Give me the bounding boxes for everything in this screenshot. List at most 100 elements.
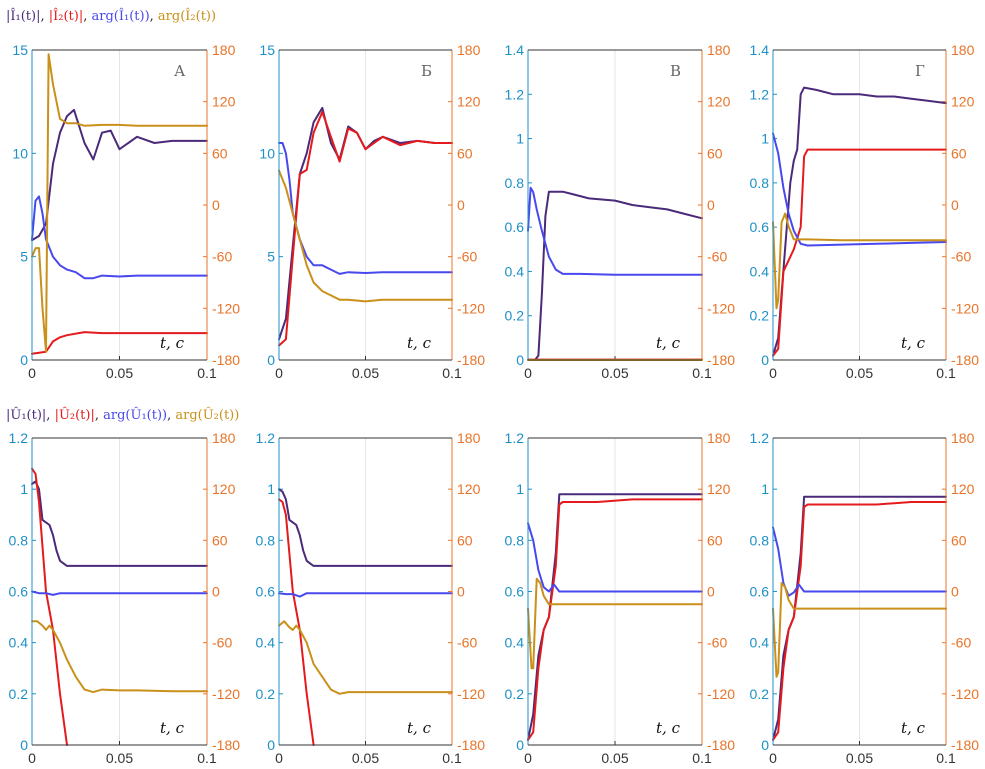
x-tick-label: 0.1 [692, 750, 712, 766]
series-line-0 [31, 480, 208, 567]
title-part: , [95, 408, 103, 423]
x-tick-label: 0.05 [846, 750, 873, 766]
left-tick-label: 0.2 [505, 308, 525, 324]
series-line-3 [31, 53, 208, 353]
title-part: arg(Û₁(t)) [103, 406, 167, 423]
left-tick-label: 0 [761, 352, 769, 368]
right-tick-label: 120 [212, 481, 236, 497]
right-tick-label: 60 [457, 145, 473, 161]
right-tick-label: 0 [707, 197, 715, 213]
right-tick-label: 60 [212, 532, 228, 548]
left-tick-label: 0.8 [505, 175, 525, 191]
chart-panel-2: 0 0.2 0.4 0.6 0.8 1 1.2 1.4 -180 -120 -60 0 60 120 180… [505, 42, 736, 381]
left-tick-label: 1 [20, 481, 28, 497]
x-tick-label: 0.05 [106, 750, 133, 766]
row-title-currents: |Î₁(t)|, |Î₂(t)|, arg(Î₁(t)), arg(Î₂(t)) [6, 8, 216, 24]
left-tick-label: 1.2 [505, 430, 525, 446]
left-tick-label: 0.8 [505, 532, 525, 548]
right-tick-label: 0 [951, 584, 959, 600]
title-part: , [46, 408, 54, 423]
x-tick-label: 0 [524, 365, 532, 381]
left-tick-label: 0.6 [505, 219, 525, 235]
left-tick-label: 0 [761, 737, 769, 753]
x-tick-label: 0.05 [352, 365, 379, 381]
left-tick-label: 15 [12, 42, 28, 58]
left-tick-label: 1.2 [750, 430, 770, 446]
time-axis-label: t, c [407, 719, 432, 737]
right-tick-label: -60 [951, 249, 971, 265]
series-line-2 [527, 522, 703, 593]
x-tick-label: 0 [769, 365, 777, 381]
right-tick-label: -120 [457, 300, 485, 316]
series-line-2 [527, 186, 703, 276]
series-line-3 [527, 577, 703, 670]
right-tick-label: 0 [212, 584, 220, 600]
series-line-3 [772, 212, 947, 310]
series-line-0 [527, 190, 703, 361]
title-part: , [83, 9, 91, 24]
x-tick-label: 0.05 [601, 365, 628, 381]
left-tick-label: 0.4 [505, 635, 525, 651]
series-line-0 [772, 86, 947, 357]
left-tick-label: 1.2 [256, 430, 276, 446]
left-tick-label: 0 [20, 352, 28, 368]
x-tick-label: 0.05 [106, 365, 133, 381]
left-tick-label: 0.4 [505, 263, 525, 279]
right-tick-label: -60 [212, 635, 232, 651]
title-part: |Î₂(t)| [49, 8, 83, 24]
left-tick-label: 0.4 [256, 635, 276, 651]
right-tick-label: 180 [457, 430, 481, 446]
left-tick-label: 0 [267, 737, 275, 753]
left-tick-label: 1.2 [9, 430, 29, 446]
x-tick-label: 0.05 [601, 750, 628, 766]
left-tick-label: 0.8 [750, 532, 770, 548]
series-line-2 [31, 590, 208, 596]
left-tick-label: 0.6 [750, 219, 770, 235]
right-tick-label: -180 [707, 737, 735, 753]
left-tick-label: 0.2 [750, 686, 770, 702]
chart-panel-6: 0 0.2 0.4 0.6 0.8 1 1.2 -180 -120 -60 0 60 120 180 0 0.… [505, 430, 736, 766]
right-tick-label: 0 [457, 197, 465, 213]
x-tick-label: 0.1 [936, 750, 956, 766]
left-tick-label: 1.4 [505, 42, 525, 58]
left-tick-label: 5 [20, 249, 28, 265]
left-tick-label: 0.8 [9, 532, 29, 548]
x-tick-label: 0.1 [692, 365, 712, 381]
right-tick-label: -120 [951, 300, 979, 316]
left-tick-label: 10 [12, 145, 28, 161]
left-tick-label: 0.6 [750, 584, 770, 600]
right-tick-label: 180 [707, 430, 731, 446]
right-tick-label: 60 [951, 532, 967, 548]
left-tick-label: 1 [516, 131, 524, 147]
left-tick-label: 0.8 [256, 532, 276, 548]
right-tick-label: 0 [707, 584, 715, 600]
right-tick-label: -180 [212, 737, 240, 753]
right-tick-label: -120 [707, 686, 735, 702]
chart-panel-5: 0 0.2 0.4 0.6 0.8 1 1.2 -180 -120 -60 0 60 120 180 0 0.… [256, 430, 486, 766]
x-tick-label: 0.1 [442, 750, 462, 766]
right-tick-label: 120 [212, 94, 236, 110]
title-part: , [167, 408, 175, 423]
right-tick-label: 180 [951, 430, 975, 446]
series-line-2 [278, 592, 453, 598]
x-tick-label: 0.05 [352, 750, 379, 766]
series-line-1 [527, 498, 703, 741]
right-tick-label: -180 [951, 352, 979, 368]
series-line-2 [772, 526, 947, 597]
time-axis-label: t, c [656, 334, 681, 352]
right-tick-label: -180 [707, 352, 735, 368]
right-tick-label: -120 [707, 300, 735, 316]
left-tick-label: 0.4 [750, 635, 770, 651]
right-tick-label: 120 [457, 481, 481, 497]
title-part: arg(Û₂(t)) [175, 406, 239, 423]
left-tick-label: 1 [761, 481, 769, 497]
right-tick-label: -60 [212, 249, 232, 265]
left-tick-label: 1.4 [750, 42, 770, 58]
title-part: arg(Î₁(t)) [92, 8, 150, 24]
row-title-voltages: |Û₁(t)|, |Û₂(t)|, arg(Û₁(t)), arg(Û₂(t)) [6, 406, 239, 423]
left-tick-label: 0.2 [9, 686, 29, 702]
time-axis-label: t, c [901, 719, 926, 737]
series-line-1 [278, 498, 315, 746]
chart-panel-0: 0 5 10 15 -180 -120 -60 0 60 120 180 0 0.05 0.1 Аt, c [12, 42, 240, 381]
